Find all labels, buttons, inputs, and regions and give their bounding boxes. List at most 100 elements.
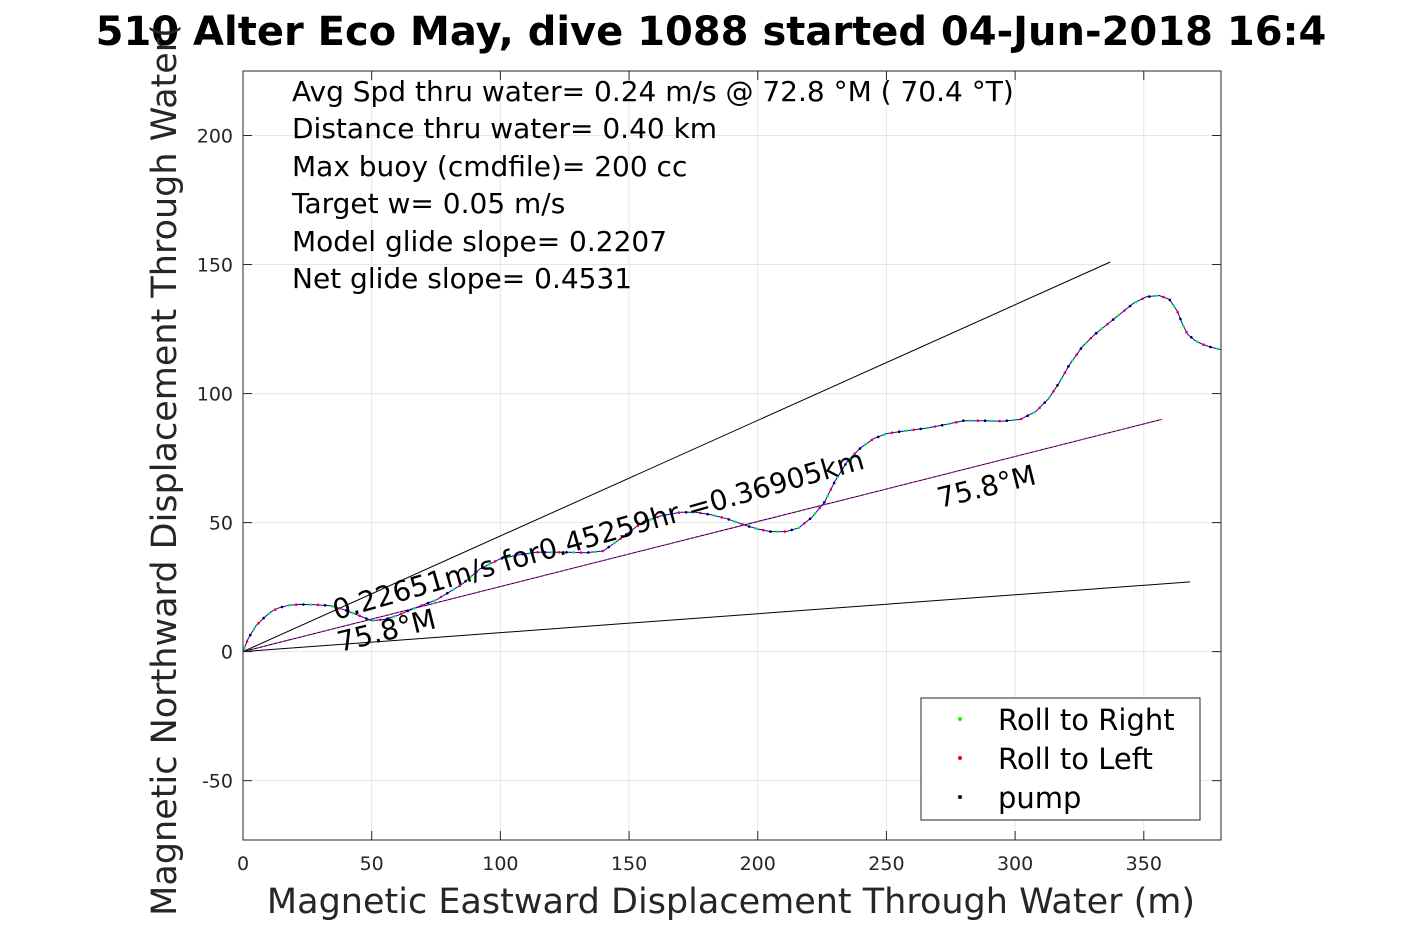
track-marker (783, 530, 787, 533)
track-marker (439, 595, 443, 599)
track-marker (420, 604, 423, 607)
track-marker (358, 614, 361, 618)
track-marker (1052, 390, 1055, 393)
y-tick-label: 150 (197, 255, 233, 277)
legend-marker-roll-left (958, 756, 962, 760)
track-marker (245, 640, 249, 643)
track-marker (371, 619, 375, 622)
track-marker (1181, 324, 1185, 327)
track-marker (969, 419, 972, 423)
track-marker (829, 488, 833, 491)
track-marker (1148, 295, 1151, 298)
track-marker (406, 609, 410, 613)
track-marker (1190, 336, 1193, 339)
track-marker (365, 617, 368, 620)
track-marker (550, 551, 554, 554)
track-marker (274, 608, 277, 611)
track-marker (1179, 317, 1182, 321)
track-marker (905, 429, 908, 433)
track-marker (1172, 304, 1176, 308)
track-marker (487, 563, 491, 566)
track-marker (699, 511, 702, 515)
track-marker (720, 516, 723, 519)
track-marker (926, 426, 930, 430)
track-marker (848, 457, 852, 461)
track-marker (840, 469, 843, 472)
track-marker (976, 419, 980, 423)
track-marker (351, 611, 355, 615)
track-marker (262, 616, 265, 620)
track-marker (1067, 365, 1070, 368)
track-marker (413, 606, 416, 610)
x-tick-label: 300 (997, 853, 1033, 875)
annotation-max-buoy: Max buoy (cmdfile)= 200 cc (292, 150, 687, 183)
x-tick-label: 0 (237, 853, 249, 875)
track-marker (1128, 304, 1132, 308)
track-marker (998, 419, 1001, 423)
track-marker (919, 427, 922, 431)
track-marker (433, 599, 437, 602)
track-marker (747, 525, 751, 528)
track-marker (500, 557, 504, 560)
track-marker (883, 432, 887, 436)
track-marker (1056, 383, 1059, 387)
track-marker (529, 551, 532, 555)
y-tick-label: 100 (197, 384, 233, 406)
track-marker (933, 425, 937, 428)
track-marker (1060, 377, 1063, 381)
track-marker (1012, 418, 1016, 422)
track-marker (565, 551, 568, 554)
track-marker (649, 518, 653, 521)
track-marker (1216, 347, 1219, 351)
legend-label-roll-right: Roll to Right (998, 703, 1175, 737)
track-marker (536, 551, 539, 554)
track-marker (316, 603, 320, 607)
track-marker (344, 609, 348, 612)
track-marker (469, 575, 473, 578)
y-axis-label: Magnetic Northward Displacement Through … (145, 24, 185, 916)
track-marker (684, 511, 688, 514)
track-marker (823, 501, 826, 504)
legend-marker-roll-right (958, 717, 962, 721)
track-marker (642, 520, 646, 524)
track-markers (243, 294, 1219, 650)
track-marker (836, 475, 840, 479)
track-marker (1032, 411, 1036, 414)
line-upper (242, 261, 1111, 653)
track-marker (1123, 309, 1126, 312)
track-marker (521, 552, 525, 556)
track-marker (864, 442, 868, 446)
track-marker (713, 514, 716, 517)
x-tick-label: 150 (611, 853, 647, 875)
track-marker (543, 551, 547, 554)
y-tick-label: -50 (202, 771, 233, 793)
track-marker (1106, 322, 1109, 326)
x-tick-label: 200 (740, 853, 776, 875)
track-marker (393, 615, 396, 618)
track-marker (587, 551, 590, 554)
track-marker (955, 420, 958, 424)
track-marker (1005, 419, 1009, 423)
track-marker (452, 588, 455, 591)
track-marker (912, 428, 915, 432)
track-marker (481, 566, 484, 570)
track-marker (331, 604, 334, 608)
track-marker (280, 605, 284, 609)
track-marker (1185, 330, 1188, 334)
track-marker (1195, 340, 1199, 343)
track-marker (1048, 396, 1051, 399)
x-axis-label: Magnetic Eastward Displacement Through W… (267, 882, 1195, 922)
track-marker (727, 518, 730, 521)
track-marker (940, 423, 944, 427)
track-marker (734, 520, 737, 524)
annotation-net-glide: Net glide slope= 0.4531 (292, 262, 632, 295)
track-marker (399, 612, 403, 616)
track-marker (249, 633, 252, 637)
track-marker (1089, 336, 1093, 340)
track-marker (1026, 414, 1029, 418)
track-marker (323, 604, 327, 607)
track-marker (267, 612, 271, 615)
track-marker (294, 603, 298, 606)
track-marker (870, 438, 873, 442)
